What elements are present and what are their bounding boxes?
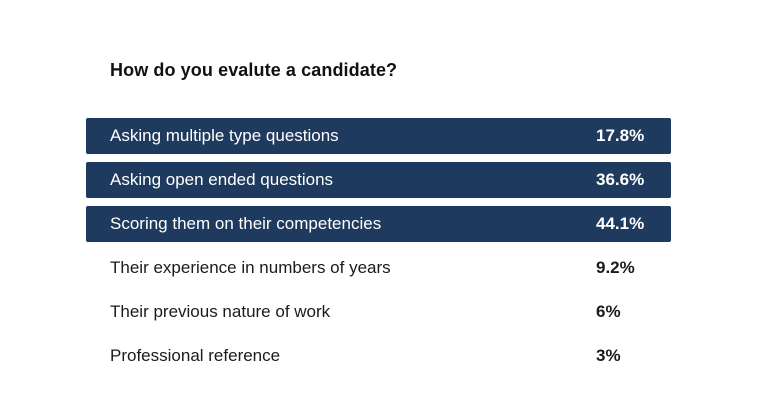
row-label: Asking multiple type questions xyxy=(110,126,339,145)
row-label: Professional reference xyxy=(110,346,281,365)
row-value: 9.2% xyxy=(596,258,635,277)
row-label: Their previous nature of work xyxy=(110,302,331,321)
table-row: Asking multiple type questions 17.8% xyxy=(86,118,671,154)
row-label: Asking open ended questions xyxy=(110,170,334,189)
row-value: 44.1% xyxy=(596,214,645,233)
chart-title: How do you evalute a candidate? xyxy=(110,60,398,80)
row-label: Their experience in numbers of years xyxy=(110,258,391,277)
row-value: 6% xyxy=(596,302,621,321)
table-row: Their previous nature of work 6% xyxy=(86,294,671,330)
table-row: Scoring them on their competencies 44.1% xyxy=(86,206,671,242)
row-value: 3% xyxy=(596,346,621,365)
row-value: 17.8% xyxy=(596,126,645,145)
table-row: Their experience in numbers of years 9.2… xyxy=(86,250,671,286)
table-row: Asking open ended questions 36.6% xyxy=(86,162,671,198)
row-value: 36.6% xyxy=(596,170,645,189)
table-row: Professional reference 3% xyxy=(86,338,671,374)
row-label: Scoring them on their competencies xyxy=(110,214,382,233)
results-list: Asking multiple type questions 17.8% Ask… xyxy=(86,118,671,382)
